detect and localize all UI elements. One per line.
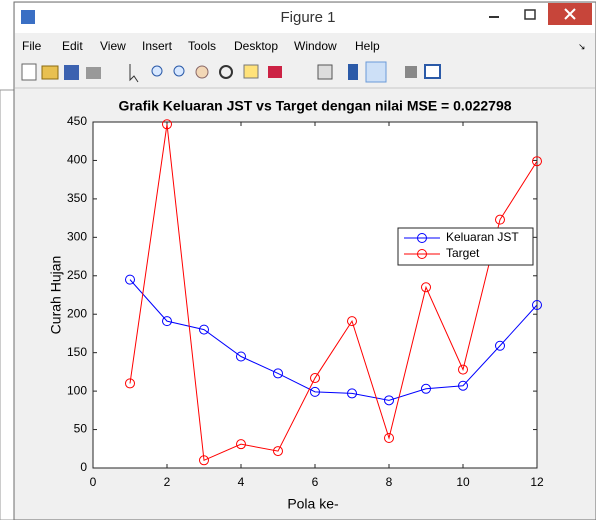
legend-marker [417,249,427,259]
data-point [199,455,209,466]
menu-item[interactable]: File [22,39,42,53]
series-line [129,279,538,401]
data-point [310,386,320,397]
data-point [532,299,542,310]
data-point [162,119,172,130]
menu-item[interactable]: Help [355,39,380,53]
x-tick-label: 12 [530,475,544,489]
menu-item[interactable]: Desktop [234,39,278,53]
menu-item[interactable]: Tools [188,39,216,53]
tool-zoom-out[interactable] [173,65,185,77]
data-point [384,433,394,444]
menu-item[interactable]: Edit [62,39,83,53]
x-tick-label: 10 [456,475,470,489]
tool-open[interactable] [41,65,59,80]
window-icon [21,10,35,24]
y-tick-label: 50 [74,422,88,436]
minimize-button[interactable] [480,4,510,26]
tool-colorbar[interactable] [348,64,358,80]
legend-marker [417,233,427,243]
data-point [384,395,394,406]
tool-new[interactable] [21,63,37,81]
data-point [125,378,135,389]
menu: File Edit View Insert Tools Desktop Window Help [22,39,380,53]
x-tick-label: 2 [164,475,171,489]
y-tick-label: 300 [67,230,87,244]
y-tick-label: 0 [80,460,87,474]
maximize-icon [524,9,536,20]
tool-hide[interactable] [405,66,417,78]
x-tick-label: 0 [90,475,97,489]
menu-arrow: ↘ [578,41,586,51]
tool-save[interactable] [64,65,79,80]
menu-item[interactable]: Window [294,39,337,53]
data-point [236,351,246,362]
tool-rotate[interactable] [219,65,233,79]
series-line [129,124,538,462]
toolbar [21,61,441,83]
tool-datacursor[interactable] [243,64,259,79]
legend-label: Keluaran JST [446,230,519,244]
y-axis-label: Curah Hujan [48,256,64,335]
data-point [532,156,542,167]
data-point [236,439,246,450]
legend-label: Target [446,246,480,260]
tool-zoom-in[interactable] [151,65,163,77]
y-tick-label: 250 [67,268,87,282]
tool-legend[interactable] [365,61,387,83]
data-point [273,368,283,379]
x-axis-label: Pola ke- [287,496,339,512]
tool-show[interactable] [424,64,441,79]
tool-pointer[interactable] [129,64,139,83]
data-point [495,340,505,351]
menu-item[interactable]: Insert [142,39,173,53]
y-tick-label: 150 [67,345,87,359]
data-point [310,373,320,384]
y-tick-label: 400 [67,153,87,167]
x-tick-label: 4 [238,475,245,489]
data-point [347,388,357,399]
tool-brush[interactable] [268,66,282,78]
menu-item[interactable]: View [100,39,126,53]
tool-print[interactable] [86,67,101,79]
data-point [458,380,468,391]
data-point [421,383,431,394]
axes [92,121,538,469]
y-tick-label: 350 [67,191,87,205]
y-tick-label: 450 [67,114,87,128]
plot: 0 50 100 150 200 250 300 350 400 450 0 2 4 6 8 10 12 Kelu… [67,114,544,489]
window-title: Figure 1 [280,9,335,26]
x-tick-label: 6 [312,475,319,489]
y-tick-label: 100 [67,383,87,397]
data-point [347,316,357,327]
menu-bar [15,36,595,58]
y-tick-label: 200 [67,306,87,320]
tool-link[interactable] [317,64,333,80]
chart-title: Grafik Keluaran JST vs Target dengan nil… [118,98,511,114]
legend-box [397,227,534,266]
data-point [495,214,505,225]
data-point [273,446,283,457]
data-point [162,316,172,327]
data-point [421,282,431,293]
data-point [199,324,209,335]
background-window [0,89,15,520]
data-point [458,364,468,375]
close-icon [564,8,576,20]
maximize-button[interactable] [515,4,545,26]
x-tick-label: 8 [386,475,393,489]
tool-pan[interactable] [195,65,209,79]
data-point [125,274,135,285]
